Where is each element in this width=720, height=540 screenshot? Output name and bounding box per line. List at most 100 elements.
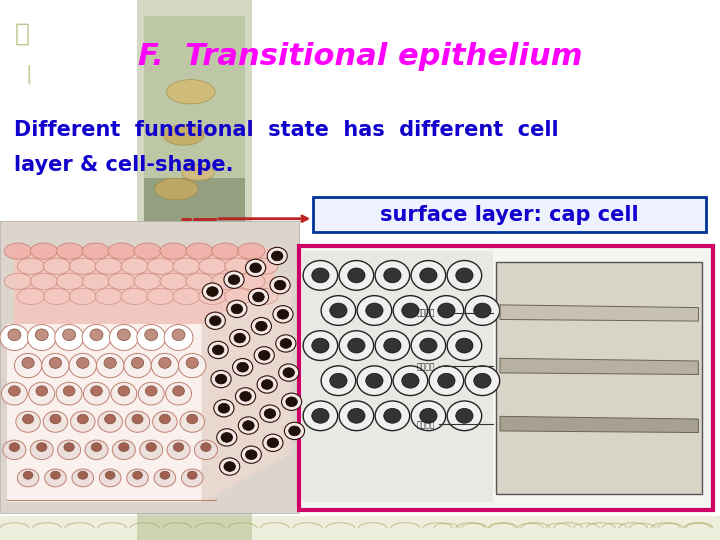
Ellipse shape xyxy=(237,362,248,372)
Ellipse shape xyxy=(456,408,473,423)
Ellipse shape xyxy=(37,443,47,451)
Ellipse shape xyxy=(375,261,410,291)
Polygon shape xyxy=(500,359,698,375)
Ellipse shape xyxy=(212,345,224,355)
Ellipse shape xyxy=(95,288,122,305)
Polygon shape xyxy=(202,275,292,502)
Ellipse shape xyxy=(111,382,137,405)
Ellipse shape xyxy=(125,411,150,432)
Ellipse shape xyxy=(234,333,246,343)
Ellipse shape xyxy=(384,268,401,283)
Ellipse shape xyxy=(456,338,473,353)
Text: +: + xyxy=(678,478,695,497)
Ellipse shape xyxy=(187,471,197,479)
Text: |: | xyxy=(25,65,32,84)
Text: 中层细胞: 中层细胞 xyxy=(417,362,435,371)
Ellipse shape xyxy=(134,273,161,289)
Ellipse shape xyxy=(231,304,243,314)
Ellipse shape xyxy=(9,443,19,451)
Ellipse shape xyxy=(221,433,233,442)
Text: layer & cell-shape.: layer & cell-shape. xyxy=(14,154,234,175)
Ellipse shape xyxy=(158,357,171,368)
Ellipse shape xyxy=(273,306,293,323)
Ellipse shape xyxy=(339,330,374,361)
Ellipse shape xyxy=(447,261,482,291)
Bar xyxy=(137,0,252,540)
Ellipse shape xyxy=(250,263,261,273)
Ellipse shape xyxy=(172,329,185,341)
Bar xyxy=(299,246,713,510)
Ellipse shape xyxy=(121,258,148,274)
Ellipse shape xyxy=(208,341,228,359)
Ellipse shape xyxy=(447,401,482,431)
Ellipse shape xyxy=(1,382,27,405)
Ellipse shape xyxy=(163,125,204,145)
Text: Different  functional  state  has  different  cell: Different functional state has different… xyxy=(14,119,559,140)
Ellipse shape xyxy=(258,350,270,360)
Ellipse shape xyxy=(98,411,122,432)
Ellipse shape xyxy=(108,243,135,259)
Ellipse shape xyxy=(357,296,392,325)
Ellipse shape xyxy=(474,303,491,318)
Ellipse shape xyxy=(438,373,455,388)
Text: 十: 十 xyxy=(14,22,30,45)
Ellipse shape xyxy=(274,280,286,290)
Ellipse shape xyxy=(312,408,329,423)
Ellipse shape xyxy=(279,364,299,381)
FancyBboxPatch shape xyxy=(313,197,706,232)
Ellipse shape xyxy=(238,243,265,259)
Ellipse shape xyxy=(180,411,204,432)
Ellipse shape xyxy=(85,440,108,460)
Ellipse shape xyxy=(186,273,213,289)
Ellipse shape xyxy=(30,440,53,460)
Ellipse shape xyxy=(173,288,200,305)
Ellipse shape xyxy=(456,268,473,283)
Ellipse shape xyxy=(121,288,148,305)
Ellipse shape xyxy=(160,243,187,259)
Polygon shape xyxy=(500,416,698,433)
Ellipse shape xyxy=(108,273,135,289)
Ellipse shape xyxy=(277,309,289,319)
Ellipse shape xyxy=(91,443,102,451)
Ellipse shape xyxy=(146,443,156,451)
Ellipse shape xyxy=(63,329,76,341)
Ellipse shape xyxy=(339,261,374,291)
Ellipse shape xyxy=(3,440,26,460)
Bar xyxy=(0,516,720,540)
Ellipse shape xyxy=(179,353,206,378)
Ellipse shape xyxy=(99,469,121,487)
Ellipse shape xyxy=(174,443,184,451)
Ellipse shape xyxy=(145,329,158,341)
Ellipse shape xyxy=(225,258,252,274)
Ellipse shape xyxy=(84,382,109,405)
Ellipse shape xyxy=(393,366,428,395)
Ellipse shape xyxy=(23,471,33,479)
Ellipse shape xyxy=(56,243,84,259)
Ellipse shape xyxy=(124,353,151,378)
Bar xyxy=(144,178,245,405)
Ellipse shape xyxy=(235,388,256,405)
Ellipse shape xyxy=(321,296,356,325)
Ellipse shape xyxy=(22,357,35,368)
Ellipse shape xyxy=(420,338,437,353)
Bar xyxy=(144,16,245,178)
Ellipse shape xyxy=(132,414,143,424)
Ellipse shape xyxy=(43,411,68,432)
Ellipse shape xyxy=(280,339,292,348)
Ellipse shape xyxy=(82,325,111,350)
Polygon shape xyxy=(500,305,698,321)
Ellipse shape xyxy=(17,288,45,305)
Ellipse shape xyxy=(330,303,347,318)
Ellipse shape xyxy=(131,357,144,368)
Ellipse shape xyxy=(246,450,257,460)
Ellipse shape xyxy=(212,273,239,289)
Ellipse shape xyxy=(82,243,109,259)
Ellipse shape xyxy=(29,382,55,405)
Ellipse shape xyxy=(42,353,69,378)
Ellipse shape xyxy=(77,414,89,424)
Ellipse shape xyxy=(43,258,71,274)
Ellipse shape xyxy=(164,325,193,350)
Ellipse shape xyxy=(90,329,103,341)
Ellipse shape xyxy=(50,414,61,424)
Ellipse shape xyxy=(137,325,166,350)
